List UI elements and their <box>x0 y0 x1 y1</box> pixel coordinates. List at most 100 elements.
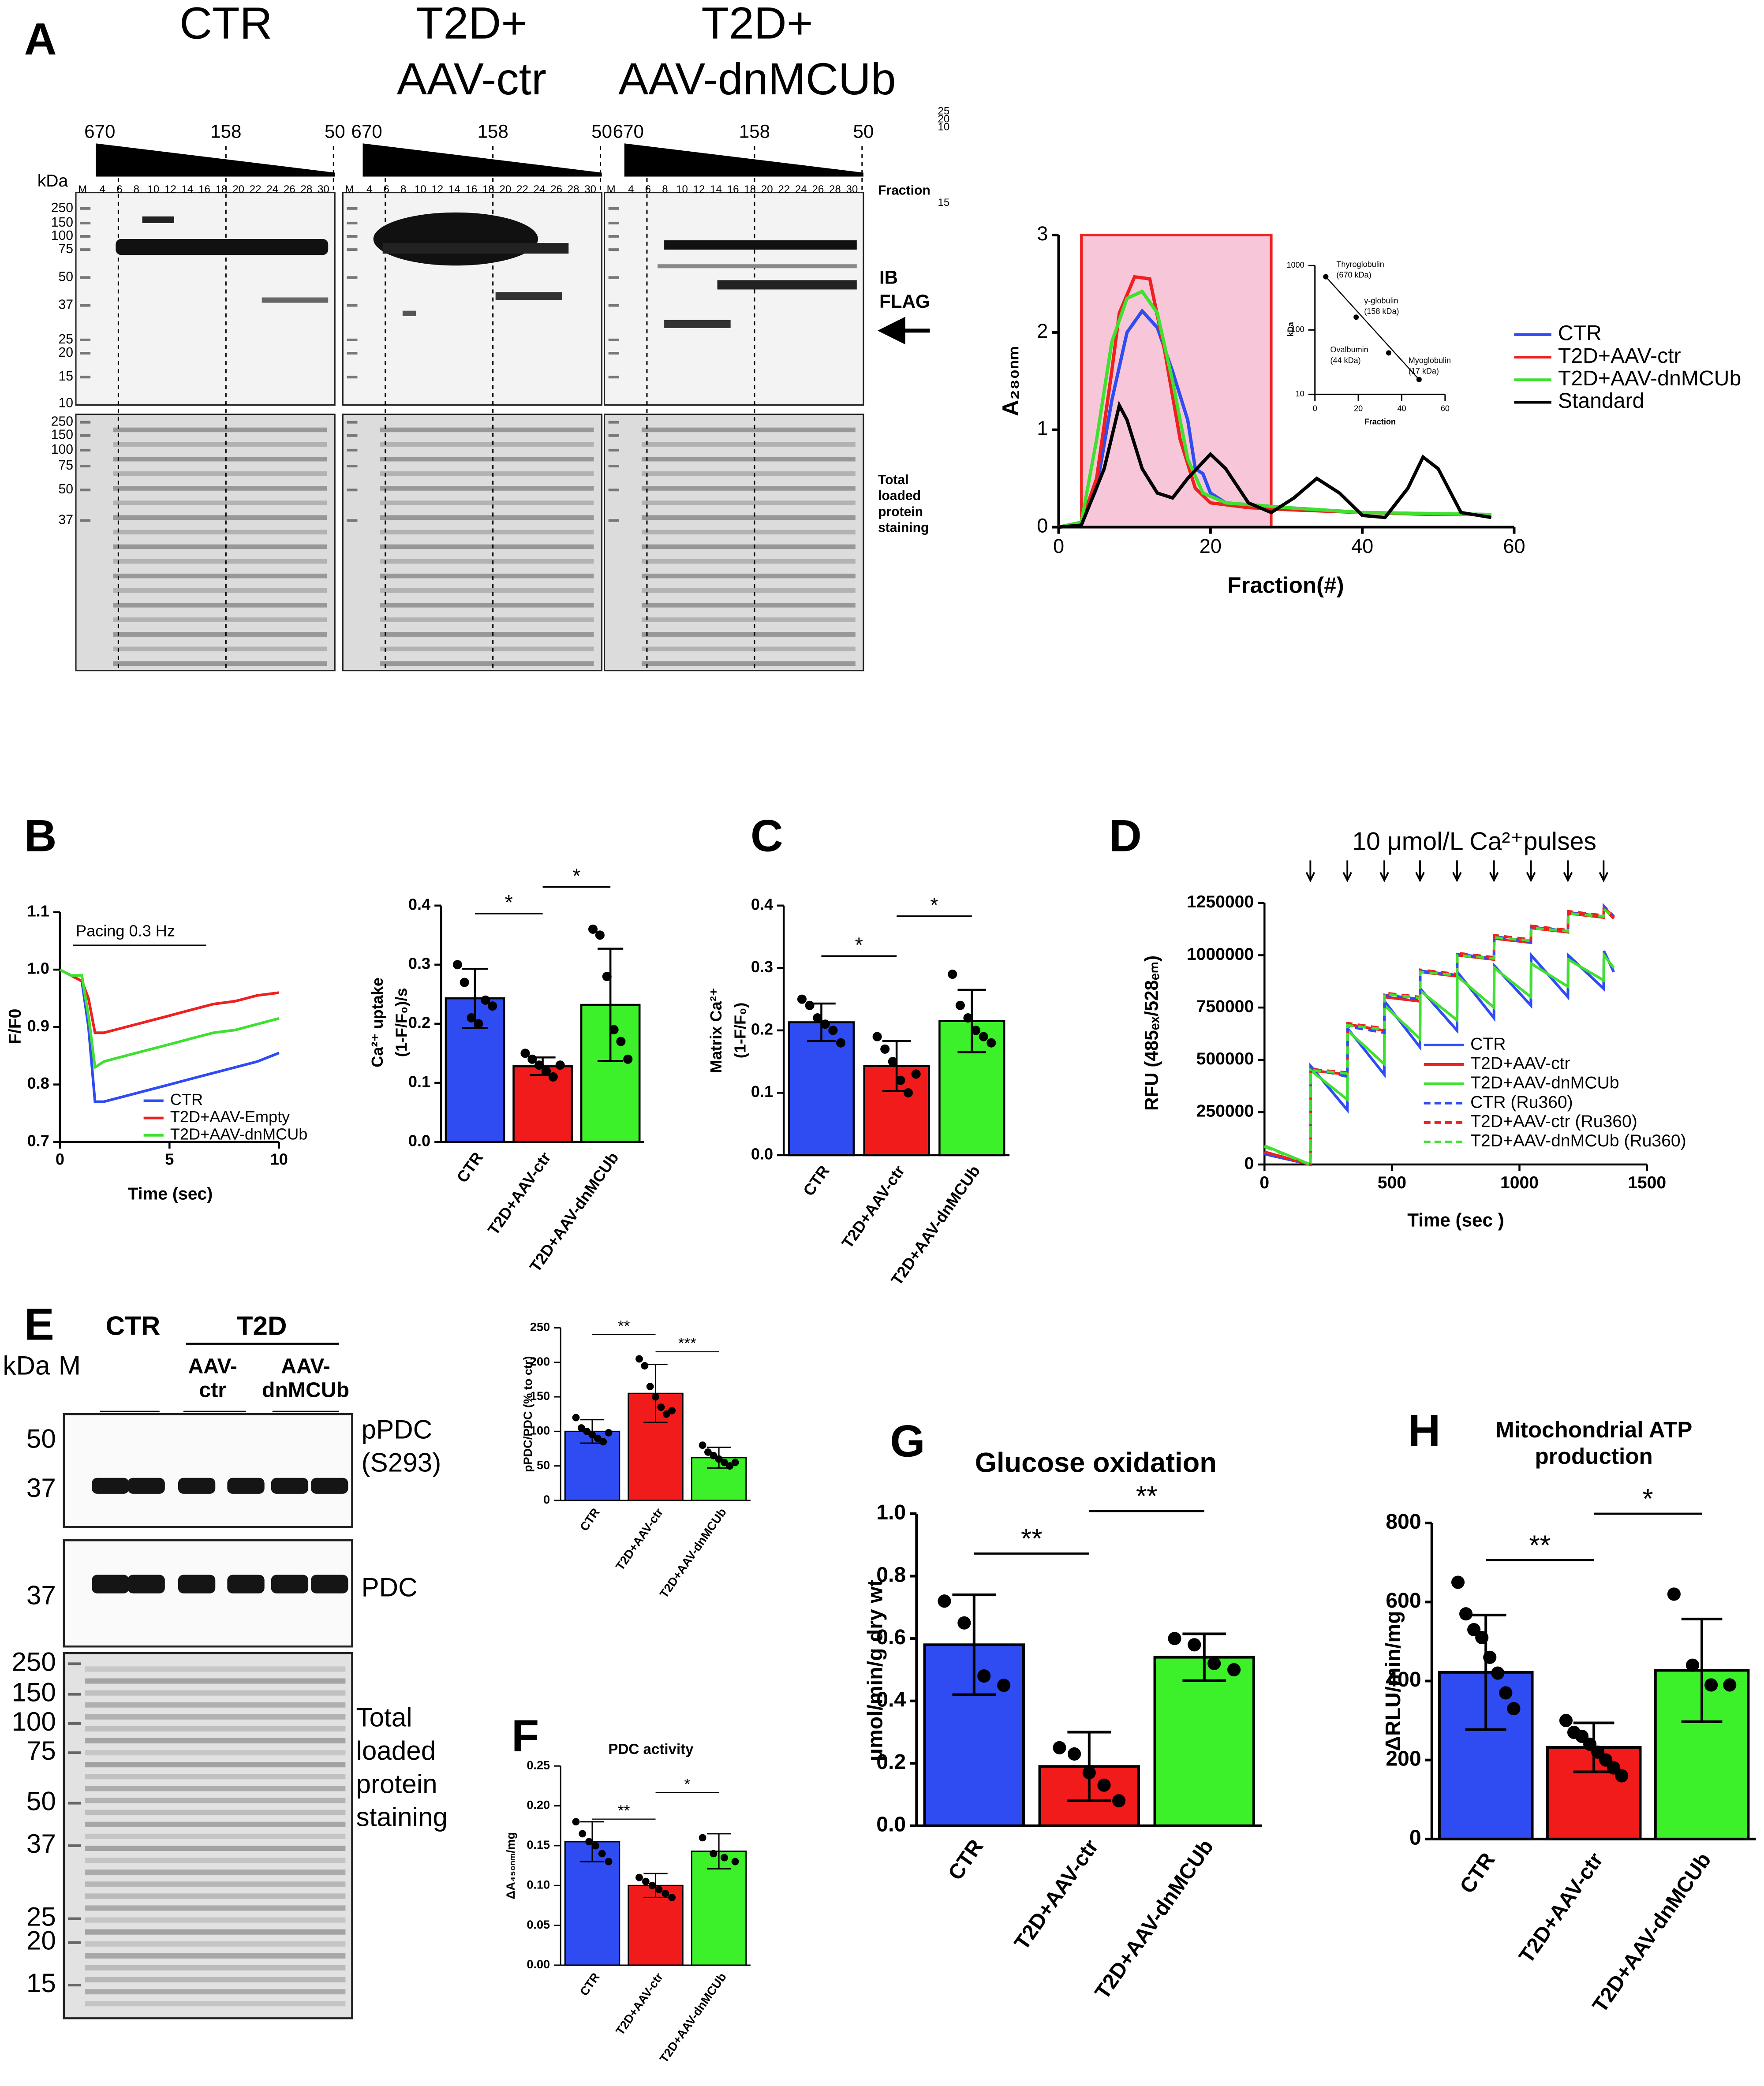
size-marker: 670 <box>84 121 115 142</box>
blot-label: protein <box>878 504 923 519</box>
protein-band <box>311 1478 348 1494</box>
data-point <box>474 1019 483 1029</box>
panel-label: H <box>1408 1405 1441 1455</box>
y-tick-label: 0 <box>1409 1826 1421 1850</box>
stain-band <box>380 588 594 593</box>
x-tick-label: 40 <box>1351 535 1373 557</box>
stain-band <box>380 427 594 433</box>
data-point <box>955 1000 965 1010</box>
ladder-label: 150 <box>11 1677 56 1707</box>
data-point <box>488 1001 497 1011</box>
data-point <box>715 1455 723 1463</box>
data-point <box>579 1830 587 1838</box>
data-point <box>655 1885 663 1893</box>
data-point <box>452 960 462 970</box>
stain-band <box>380 530 594 535</box>
subgroup-title: AAV- <box>188 1355 237 1378</box>
y-tick-label: 100 <box>1291 325 1304 334</box>
lane-label: 20 <box>500 183 512 195</box>
legend-label: T2D+AAV-ctr <box>1470 1054 1570 1073</box>
x-tick-label: CTR <box>800 1162 833 1199</box>
lane-label: 20 <box>761 183 773 195</box>
legend-label: CTR <box>1558 321 1602 345</box>
blot-label: pPDC <box>362 1414 433 1444</box>
data-point <box>1615 1769 1629 1783</box>
data-point <box>1097 1778 1111 1792</box>
x-tick-label: T2D+AAV-ctr <box>838 1162 908 1251</box>
point-label: γ-globulin <box>1364 296 1398 305</box>
ladder-band <box>608 207 619 210</box>
stain-band <box>380 442 594 447</box>
protein-band <box>116 239 329 255</box>
panel-label: A <box>24 13 57 64</box>
ladder-band <box>80 376 91 379</box>
x-axis-label: Time (sec) <box>127 1185 213 1204</box>
data-point <box>1459 1607 1473 1621</box>
ladder-band <box>80 448 91 452</box>
stray-label: 25 <box>938 105 949 117</box>
x-tick-label: CTR <box>1455 1848 1500 1898</box>
ladder-label: 250 <box>51 414 73 429</box>
protein-band <box>178 1575 216 1593</box>
lane-label: 24 <box>534 183 546 195</box>
ladder-label: 25 <box>26 1901 56 1931</box>
y-tick-label: 1 <box>1037 417 1048 440</box>
x-tick-label: 20 <box>1354 404 1363 413</box>
line-series <box>59 968 280 1034</box>
stain-band <box>85 1786 346 1791</box>
data-point <box>648 1881 656 1889</box>
protein-band <box>227 1478 265 1494</box>
stain-band <box>113 442 327 447</box>
data-point <box>820 1019 830 1029</box>
lane-label: 8 <box>662 183 668 195</box>
data-point <box>1227 1663 1241 1676</box>
pulse-arrow <box>1526 860 1536 882</box>
ladder-band <box>608 489 619 492</box>
y-tick-label: 0.0 <box>876 1812 906 1836</box>
protein-band <box>658 264 857 269</box>
x-tick-label: 20 <box>1200 535 1222 557</box>
ladder-band <box>347 338 358 341</box>
line-series <box>1264 906 1615 1167</box>
y-tick-label: 0.00 <box>527 1957 550 1971</box>
protein-band <box>92 1478 129 1494</box>
y-tick-label: 0.20 <box>527 1798 550 1812</box>
stain-band <box>113 661 327 666</box>
stain-band <box>380 515 594 520</box>
data-point <box>721 1854 728 1862</box>
data-point <box>813 1013 822 1023</box>
ladder-label: 75 <box>59 458 74 473</box>
x-tick-label: 1500 <box>1628 1173 1666 1192</box>
data-point <box>957 1616 971 1630</box>
stain-band <box>85 1738 346 1744</box>
lane-axis-label: Fraction <box>878 183 931 198</box>
group-title: T2D <box>237 1310 287 1340</box>
data-point <box>1068 1747 1081 1761</box>
data-point <box>1207 1657 1221 1670</box>
panel-label: E <box>24 1299 54 1350</box>
point-label: (17 kDa) <box>1409 366 1439 375</box>
significance-label: ** <box>1136 1481 1158 1512</box>
data-point <box>585 1838 593 1846</box>
protein-band <box>127 1575 165 1593</box>
data-point <box>896 1075 905 1085</box>
y-tick-label: 0.05 <box>527 1918 550 1931</box>
ladder-band <box>67 1984 82 1987</box>
subgroup-title: ctr <box>199 1378 226 1402</box>
bar <box>512 1065 573 1143</box>
significance-label: * <box>505 891 513 914</box>
data-point <box>1168 1632 1181 1646</box>
protein-band <box>142 216 174 223</box>
point-label: (670 kDa) <box>1336 270 1371 279</box>
x-tick-label: T2D+AAV-ctr <box>484 1149 554 1238</box>
error-bar <box>1681 1617 1723 1723</box>
data-point <box>987 1038 996 1048</box>
ladder-band <box>67 1802 82 1805</box>
x-tick-label: T2D+AAV-ctr <box>1009 1835 1103 1955</box>
data-point <box>591 1842 599 1850</box>
ladder-band <box>347 489 358 492</box>
lane-label: 8 <box>400 183 406 195</box>
data-point <box>527 1054 537 1064</box>
data-point <box>1451 1575 1465 1589</box>
